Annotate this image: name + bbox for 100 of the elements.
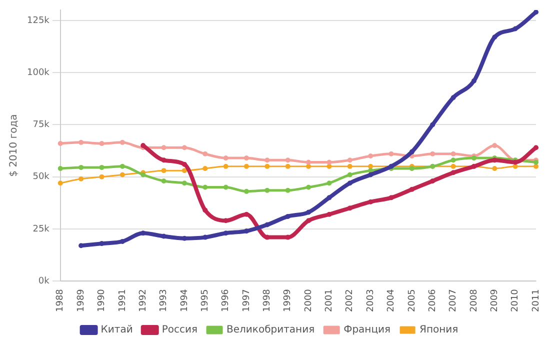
point bbox=[182, 180, 187, 186]
legend-label: Россия bbox=[162, 324, 198, 336]
point bbox=[534, 10, 538, 15]
x-tick-label: 1995 bbox=[200, 289, 210, 312]
x-tick-label: 2002 bbox=[345, 289, 356, 312]
point bbox=[430, 151, 436, 156]
point bbox=[244, 164, 249, 169]
point bbox=[58, 180, 63, 186]
point bbox=[264, 222, 270, 228]
point bbox=[223, 184, 228, 190]
point bbox=[534, 164, 538, 169]
point bbox=[471, 78, 476, 84]
point bbox=[244, 212, 249, 217]
x-tick-label: 1993 bbox=[159, 289, 170, 312]
legend-label: Китай bbox=[100, 324, 133, 336]
x-tick-label: 1999 bbox=[283, 288, 294, 312]
legend-label: Япония bbox=[420, 324, 458, 336]
y-tick-label: 0k bbox=[38, 276, 50, 286]
point bbox=[409, 149, 414, 154]
point bbox=[202, 208, 208, 213]
point bbox=[306, 160, 312, 165]
legend-label: Великобритания bbox=[226, 324, 315, 336]
x-tick-label: 2007 bbox=[448, 289, 459, 312]
point bbox=[368, 199, 374, 204]
point bbox=[326, 195, 332, 200]
point bbox=[450, 158, 456, 163]
point bbox=[512, 26, 518, 32]
point bbox=[161, 168, 166, 174]
point bbox=[430, 178, 436, 184]
point bbox=[78, 140, 84, 145]
point bbox=[326, 212, 332, 217]
point bbox=[326, 164, 332, 169]
point bbox=[368, 168, 374, 174]
point bbox=[368, 172, 374, 178]
x-tick-label: 2004 bbox=[386, 288, 397, 312]
point bbox=[285, 188, 290, 193]
x-tick-label: 2009 bbox=[490, 288, 500, 312]
point bbox=[306, 184, 312, 190]
point bbox=[99, 174, 104, 180]
y-axis-title: $ 2010 года bbox=[8, 114, 20, 177]
x-tick-label: 1997 bbox=[242, 289, 252, 312]
point bbox=[161, 158, 166, 163]
point bbox=[388, 195, 394, 200]
point bbox=[306, 164, 312, 169]
point bbox=[202, 184, 208, 190]
point bbox=[285, 214, 290, 219]
point bbox=[120, 238, 125, 244]
point bbox=[450, 164, 456, 169]
x-tick-label: 2010 bbox=[510, 288, 521, 312]
point bbox=[120, 164, 125, 169]
point bbox=[492, 166, 498, 171]
point bbox=[182, 145, 187, 150]
line-series bbox=[140, 143, 538, 240]
point bbox=[58, 166, 63, 171]
x-tick-label: 2000 bbox=[304, 288, 314, 312]
point bbox=[202, 151, 208, 156]
point bbox=[492, 34, 498, 40]
y-tick-label: 100k bbox=[27, 68, 50, 78]
point bbox=[99, 140, 104, 146]
point bbox=[120, 140, 125, 145]
x-tick-label: 2003 bbox=[366, 289, 376, 312]
point bbox=[223, 156, 228, 161]
point bbox=[161, 178, 166, 184]
x-tick-label: 2001 bbox=[324, 289, 335, 312]
point bbox=[58, 140, 63, 146]
point bbox=[202, 166, 208, 171]
point bbox=[285, 158, 290, 163]
x-tick-label: 2011 bbox=[531, 289, 542, 312]
point bbox=[450, 170, 456, 176]
x-tick-label: 1989 bbox=[76, 288, 86, 312]
legend-label: Франция bbox=[344, 324, 391, 336]
point bbox=[347, 180, 352, 186]
point bbox=[182, 168, 187, 174]
x-tick-label: 1992 bbox=[138, 289, 148, 312]
x-tick-label: 2008 bbox=[469, 288, 480, 312]
point bbox=[78, 176, 84, 182]
y-tick-label: 75k bbox=[32, 120, 50, 130]
point bbox=[264, 164, 270, 169]
point bbox=[326, 160, 332, 165]
point bbox=[285, 164, 290, 169]
x-tick-label: 2005 bbox=[407, 289, 418, 312]
x-tick-label: 1988 bbox=[56, 288, 66, 312]
point bbox=[534, 145, 538, 150]
point bbox=[347, 164, 352, 169]
point bbox=[244, 228, 249, 234]
point bbox=[223, 164, 228, 169]
point bbox=[120, 172, 125, 178]
point bbox=[450, 151, 456, 156]
y-tick-label: 125k bbox=[27, 16, 50, 26]
point bbox=[388, 151, 394, 156]
point bbox=[347, 206, 352, 211]
point bbox=[161, 145, 166, 150]
x-tick-label: 1991 bbox=[118, 289, 128, 312]
point bbox=[326, 180, 332, 186]
x-tick-label: 1994 bbox=[180, 288, 190, 312]
point bbox=[264, 188, 270, 193]
point bbox=[347, 158, 352, 163]
y-tick-label: 25k bbox=[32, 224, 50, 234]
x-tick-label: 2006 bbox=[428, 288, 438, 312]
point bbox=[182, 162, 187, 167]
